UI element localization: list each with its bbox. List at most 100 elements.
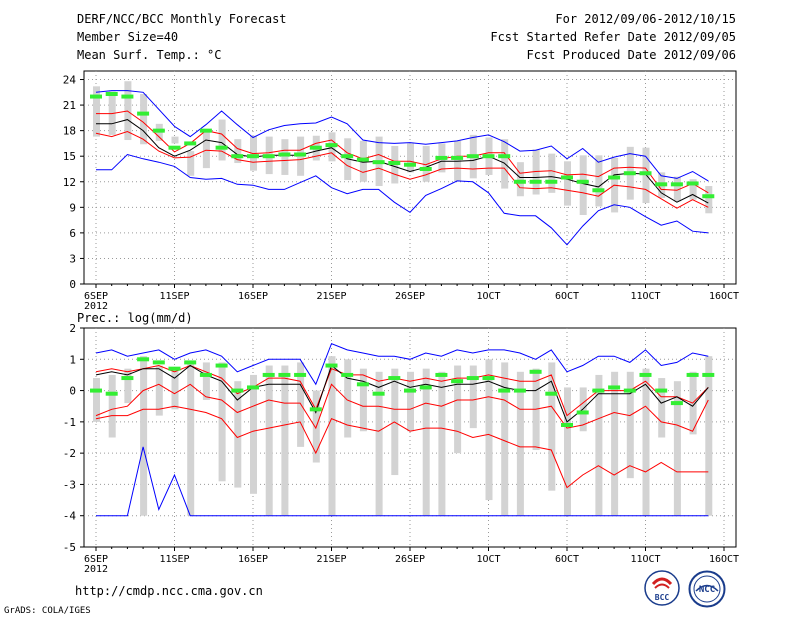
temp-spread-bar — [124, 81, 132, 141]
forecast-start-date-label: Fcst Started Refer Date 2012/09/05 — [490, 30, 736, 44]
prec-y-tick-label: -4 — [63, 510, 77, 523]
prec-observed-marker — [262, 372, 275, 377]
temp-observed-marker — [388, 161, 401, 166]
prec-observed-marker — [294, 372, 307, 377]
temp-observed-marker — [309, 145, 322, 150]
prec-spread-bar — [469, 365, 477, 429]
temp-x-tick-label: 16OCT — [709, 291, 739, 302]
prec-spread-bar — [218, 362, 226, 482]
temp-spread-bar — [673, 176, 681, 202]
prec-observed-marker — [137, 357, 150, 362]
prec-spread-bar — [155, 365, 163, 416]
prec-max-line — [95, 342, 709, 386]
temp-spread-bar — [564, 161, 571, 206]
prec-spread-bar — [611, 371, 619, 516]
prec-x-tick-label: 11OCT — [630, 554, 660, 565]
temp-observed-marker — [592, 188, 605, 193]
temp-observed-marker — [105, 92, 118, 97]
prec-spread-bar — [407, 371, 414, 432]
temp-observed-marker — [90, 94, 102, 99]
prec-spread-bar — [501, 362, 509, 516]
prec-x-tick-label: 6SEP — [84, 554, 108, 565]
prec-observed-marker — [404, 388, 416, 393]
prec-observed-marker — [592, 388, 605, 393]
prec-spread-bar — [485, 359, 493, 501]
temp-x-tick-label: 1OCT — [476, 291, 500, 302]
prec-min-line — [96, 446, 709, 517]
prec-observed-marker — [639, 372, 652, 377]
prec-observed-marker — [702, 372, 715, 377]
temp-observed-marker — [152, 128, 165, 133]
temp-observed-marker — [482, 154, 495, 159]
temp-observed-marker — [294, 152, 307, 157]
prec-observed-marker — [215, 363, 228, 368]
temp-x-tick-label: 6OCT — [555, 291, 579, 302]
prec-observed-marker — [529, 369, 542, 374]
prec-observed-marker — [482, 376, 495, 381]
temp-observed-marker — [215, 145, 228, 150]
prec-spread-bar — [202, 362, 210, 400]
temperature-panel-title: Mean Surf. Temp.: °C — [77, 48, 222, 62]
prec-spread-bar — [705, 356, 713, 516]
temp-observed-marker — [608, 175, 621, 180]
prec-spread-bar — [344, 359, 352, 438]
prec-p_low-line — [95, 405, 709, 489]
prec-spread-bar — [422, 368, 430, 516]
prec-observed-marker — [247, 385, 259, 390]
member-size-label: Member Size=40 — [77, 30, 179, 44]
temp-observed-marker — [451, 155, 464, 160]
temp-observed-marker — [466, 154, 479, 159]
prec-spread-bar — [359, 368, 367, 432]
temp-spread-bar — [187, 151, 195, 176]
prec-observed-marker — [121, 376, 134, 381]
temp-spread-bar — [516, 162, 524, 197]
temp-observed-marker — [372, 160, 385, 165]
temp-observed-marker — [702, 194, 715, 199]
temp-spread-bar — [548, 153, 556, 193]
temp-p10-line — [95, 130, 709, 209]
source-url[interactable]: http://cmdp.ncc.cma.gov.cn — [75, 584, 263, 598]
svg-text:NCC: NCC — [699, 585, 715, 595]
ncc-logo-icon: NCC — [688, 570, 726, 608]
chart-title: DERF/NCC/BCC Monthly Forecast — [77, 12, 287, 26]
prec-observed-marker — [623, 388, 636, 393]
temp-x-tick-label: 16SEP — [238, 291, 268, 302]
prec-spread-bar — [124, 368, 132, 404]
prec-mean-line — [95, 364, 709, 423]
temp-observed-marker — [404, 162, 416, 167]
temp-y-tick-label: 15 — [63, 150, 76, 163]
temp-observed-marker — [121, 94, 134, 99]
prec-spread-bar — [187, 362, 195, 516]
prec-spread-bar — [250, 374, 257, 494]
prec-observed-marker — [451, 379, 464, 384]
prec-spread-bar — [564, 387, 571, 516]
temp-spread-bar — [705, 186, 713, 214]
temp-spread-bar — [595, 155, 603, 207]
prec-observed-marker — [655, 388, 668, 393]
prec-x-year-label: 2012 — [84, 564, 108, 575]
temp-y-tick-label: 18 — [63, 125, 76, 138]
temp-y-tick-label: 6 — [69, 227, 76, 240]
grads-credit: GrADS: COLA/IGES — [4, 606, 91, 616]
prec-spread-bar — [171, 368, 179, 410]
prec-spread-bar — [93, 378, 100, 422]
temp-x-tick-label: 6SEP — [84, 291, 108, 302]
temp-spread-bar — [422, 145, 430, 182]
temp-x-year-label: 2012 — [84, 301, 108, 312]
temp-x-tick-label: 11SEP — [159, 291, 189, 302]
prec-x-tick-label: 16OCT — [709, 554, 739, 565]
prec-spread-bar — [234, 381, 242, 488]
temp-observed-marker — [529, 179, 542, 184]
prec-observed-marker — [105, 391, 118, 396]
prec-x-tick-label: 26SEP — [395, 554, 425, 565]
temp-observed-marker — [498, 154, 511, 159]
prec-y-tick-label: 1 — [69, 353, 76, 366]
temp-observed-marker — [513, 179, 526, 184]
prec-x-tick-label: 16SEP — [238, 554, 268, 565]
prec-spread-bar — [265, 365, 273, 516]
temp-mean-line — [96, 119, 709, 204]
prec-spread-bar — [281, 365, 289, 516]
